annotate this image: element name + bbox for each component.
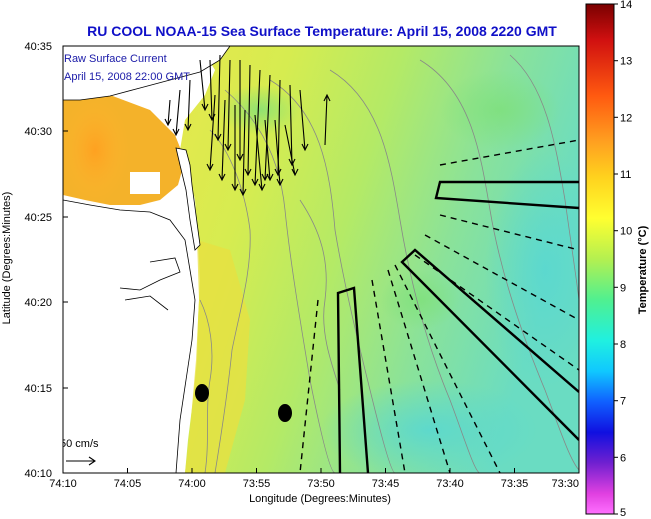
x-tick-label: 74:00 [178, 478, 206, 490]
bay-warm-spot [63, 95, 130, 205]
cool-patch-south [320, 380, 540, 473]
y-tick-label: 40:20 [24, 297, 52, 309]
x-tick-label: 73:55 [243, 478, 271, 490]
colorbar [585, 3, 615, 515]
x-tick-label: 73:45 [372, 478, 400, 490]
x-tick-label: 73:35 [501, 478, 529, 490]
radar-site-marker-2 [278, 404, 292, 422]
colorbar-tick-label: 11 [620, 169, 631, 181]
cool-patch-apex [220, 85, 300, 135]
y-tick-label: 40:25 [24, 212, 52, 224]
plot-area: 50 cm/s [60, 46, 579, 473]
x-tick-marks [62, 468, 515, 473]
x-tick-labels: 74:10 74:05 74:00 73:55 73:50 73:45 73:4… [49, 478, 579, 490]
y-tick-label: 40:10 [24, 468, 52, 480]
scale-arrow-icon [66, 456, 96, 466]
colorbar-tick-label: 8 [620, 339, 626, 351]
current-vectors [164, 54, 331, 197]
colorbar-label: Temperature (°C) [637, 225, 649, 314]
colorbar-tick-label: 6 [620, 452, 626, 464]
colorbar-tick-label: 5 [620, 507, 626, 519]
y-tick-label: 40:15 [24, 383, 52, 395]
bay-gap [130, 172, 160, 194]
radar-site-marker-1 [195, 384, 209, 402]
land-northwest [63, 46, 231, 101]
sandy-hook-spit [175, 147, 201, 251]
colorbar-tick-labels: 14 13 12 11 10 9 8 7 6 5 [620, 0, 632, 519]
colorbar-tick-marks [614, 3, 618, 515]
overlay-line-1: Raw Surface Current [64, 53, 167, 65]
x-tick-label: 73:40 [436, 478, 464, 490]
inland-coastline [119, 257, 181, 311]
x-axis-label: Longitude (Degrees:Minutes) [249, 493, 391, 505]
beam-outlines-solid [336, 180, 579, 473]
y-axis-label: Latitude (Degrees:Minutes) [1, 192, 13, 325]
y-tick-label: 40:35 [24, 41, 52, 53]
scale-label: 50 cm/s [60, 438, 99, 450]
map-title: RU COOL NOAA-15 Sea Surface Temperature:… [87, 23, 557, 39]
colorbar-tick-label: 9 [620, 282, 626, 294]
colorbar-tick-label: 14 [620, 0, 632, 11]
land-west [63, 199, 196, 473]
y-tick-marks [63, 45, 68, 389]
x-tick-label: 74:10 [49, 478, 77, 490]
x-tick-label: 73:30 [551, 478, 579, 490]
y-tick-label: 40:30 [24, 126, 52, 138]
colorbar-tick-label: 7 [620, 396, 626, 408]
cool-patch-north [440, 70, 560, 150]
cool-patch-mid [380, 270, 460, 330]
colorbar-tick-label: 12 [620, 112, 632, 124]
colorbar-tick-label: 10 [620, 226, 632, 238]
overlay-line-2: April 15, 2008 22:00 GMT [64, 71, 190, 83]
x-tick-label: 73:50 [307, 478, 335, 490]
y-tick-labels: 40:35 40:30 40:25 40:20 40:15 40:10 [24, 41, 52, 480]
colorbar-tick-label: 13 [620, 56, 632, 68]
nearshore-warm-band [185, 240, 250, 473]
x-tick-label: 74:05 [114, 478, 142, 490]
